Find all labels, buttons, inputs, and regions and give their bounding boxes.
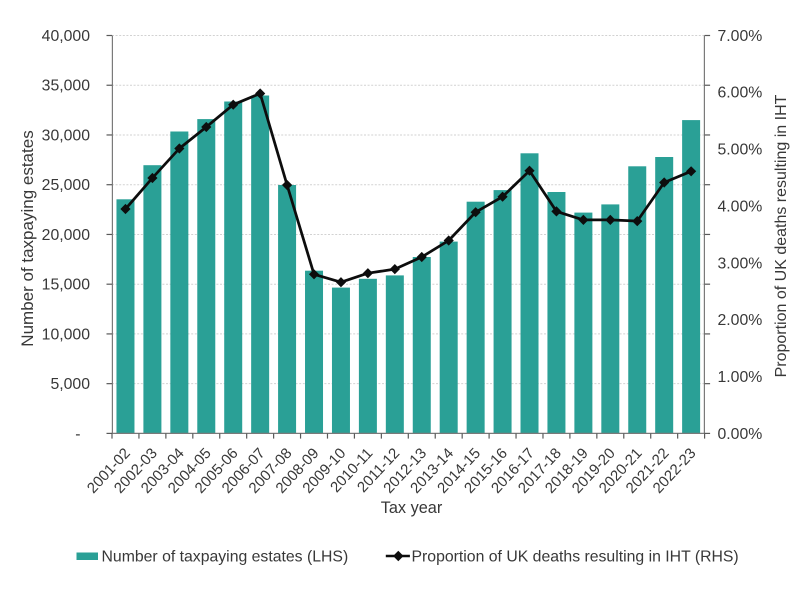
svg-text:Number of taxpaying estates (L: Number of taxpaying estates (LHS) — [102, 549, 349, 566]
svg-text:Proportion of UK deaths result: Proportion of UK deaths resulting in IHT — [773, 94, 790, 377]
svg-text:Proportion of UK deaths result: Proportion of UK deaths resulting in IHT… — [412, 549, 739, 566]
svg-text:5.00%: 5.00% — [718, 142, 763, 159]
svg-text:15,000: 15,000 — [42, 277, 91, 294]
svg-text:35,000: 35,000 — [42, 78, 91, 95]
svg-text:Number of taxpaying estates: Number of taxpaying estates — [18, 130, 37, 346]
svg-text:2.00%: 2.00% — [718, 312, 763, 329]
svg-text:1.00%: 1.00% — [718, 369, 763, 386]
svg-text:7.00%: 7.00% — [718, 28, 763, 45]
svg-text:0.00%: 0.00% — [718, 426, 763, 443]
svg-text:10,000: 10,000 — [42, 326, 91, 343]
svg-text:40,000: 40,000 — [42, 28, 91, 45]
svg-text:25,000: 25,000 — [42, 177, 91, 194]
svg-text:3.00%: 3.00% — [718, 255, 763, 272]
svg-text:5,000: 5,000 — [50, 376, 90, 393]
svg-text:4.00%: 4.00% — [718, 198, 763, 215]
svg-text:Tax year: Tax year — [381, 499, 443, 517]
svg-text:-: - — [75, 426, 80, 443]
svg-text:20,000: 20,000 — [42, 227, 91, 244]
svg-text:6.00%: 6.00% — [718, 85, 763, 102]
svg-text:30,000: 30,000 — [42, 127, 91, 144]
